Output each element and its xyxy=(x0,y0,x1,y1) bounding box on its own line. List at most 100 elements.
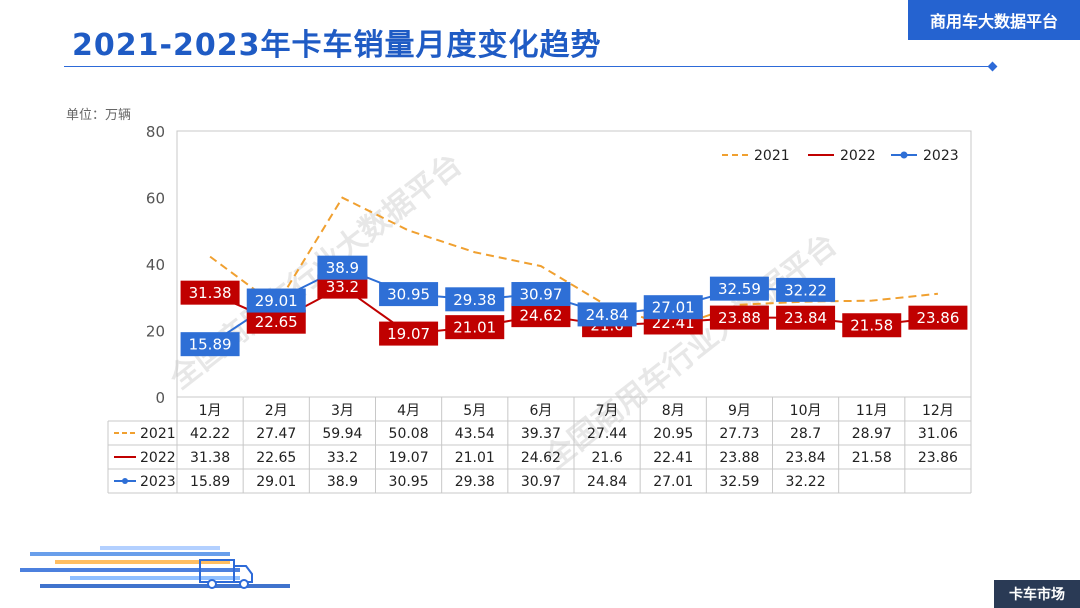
x-tick-label: 11月 xyxy=(856,403,888,419)
speed-line xyxy=(55,560,230,564)
data-label-box xyxy=(511,282,571,307)
data-label-box xyxy=(246,309,306,334)
data-label-box xyxy=(908,305,968,330)
data-label-box xyxy=(379,282,439,307)
table-cell: 24.84 xyxy=(587,474,627,490)
x-tick-label: 1月 xyxy=(199,403,222,419)
data-label-2022: 22.65 xyxy=(246,309,306,334)
data-table: 1月 2月 3月 4月 5月 6月 7月 8月 9月 10月 11月 12月 2021 42.22 27.4… xyxy=(107,396,972,494)
data-label-text: 30.97 xyxy=(519,286,562,304)
title-divider xyxy=(64,66,994,67)
data-label-text: 24.62 xyxy=(519,307,562,325)
data-label-2023: 32.59 xyxy=(709,276,769,301)
y-axis-ticks: 0 20 40 60 80 xyxy=(146,123,165,407)
data-label-text: 33.2 xyxy=(326,278,359,296)
data-label-text: 19.07 xyxy=(387,325,430,343)
watermark-text-0: 全国商用车行业大数据平台 xyxy=(163,147,469,397)
table-cell: 21.01 xyxy=(455,450,495,466)
x-tick-label: 2月 xyxy=(265,403,288,419)
data-label-2022: 31.38 xyxy=(180,280,240,305)
table-cell: 42.22 xyxy=(190,426,230,442)
data-label-box xyxy=(379,321,439,346)
speed-line xyxy=(40,584,290,588)
table-cell: 23.84 xyxy=(786,450,826,466)
x-tick-label: 8月 xyxy=(662,403,685,419)
data-label-2023: 24.84 xyxy=(577,302,637,327)
data-label-2023: 30.97 xyxy=(511,282,571,307)
brand-badge: 商用车大数据平台 xyxy=(908,0,1080,40)
table-cell: 21.58 xyxy=(852,450,892,466)
table-cell: 32.59 xyxy=(719,474,759,490)
y-tick-label: 40 xyxy=(146,256,165,274)
data-label-text: 38.9 xyxy=(326,259,359,277)
data-label-layer: 31.3822.6533.219.0721.0124.6221.622.4123… xyxy=(180,255,968,357)
data-label-2022: 23.86 xyxy=(908,305,968,330)
table-cell: 31.06 xyxy=(918,426,958,442)
series-line-2023 xyxy=(209,266,806,346)
data-label-box xyxy=(511,303,571,328)
table-cell: 50.08 xyxy=(389,426,429,442)
table-cell: 28.97 xyxy=(852,426,892,442)
table-cell: 33.2 xyxy=(327,450,358,466)
data-label-text: 21.01 xyxy=(453,319,496,337)
data-label-2023: 15.89 xyxy=(180,332,240,357)
speed-line xyxy=(100,546,220,550)
table-cell: 27.47 xyxy=(256,426,296,442)
data-label-2022: 24.62 xyxy=(511,303,571,328)
unit-label: 单位：万辆 xyxy=(66,108,132,123)
x-tick-label: 6月 xyxy=(529,403,552,419)
table-row-marker xyxy=(122,478,128,484)
data-label-text: 22.65 xyxy=(255,313,298,331)
x-tick-label: 3月 xyxy=(331,403,354,419)
table-cell: 20.95 xyxy=(653,426,693,442)
table-row: 2022 31.38 22.65 33.2 19.07 21.01 24.62 21.6 22.… xyxy=(114,450,958,466)
data-label-2022: 23.84 xyxy=(776,305,836,330)
data-label-text: 29.38 xyxy=(453,291,496,309)
data-label-box xyxy=(180,280,240,305)
table-cell: 23.88 xyxy=(719,450,759,466)
data-label-box xyxy=(317,255,368,280)
data-label-2022: 21.58 xyxy=(842,313,902,338)
data-label-text: 27.01 xyxy=(652,299,695,317)
data-label-text: 15.89 xyxy=(189,336,232,354)
data-label-text: 31.38 xyxy=(189,284,232,302)
x-tick-label: 12月 xyxy=(922,403,954,419)
data-label-text: 32.59 xyxy=(718,280,761,298)
x-tick-label: 7月 xyxy=(596,403,619,419)
table-cell: 28.7 xyxy=(790,426,821,442)
data-label-box xyxy=(709,276,769,301)
data-label-text: 30.95 xyxy=(387,286,430,304)
data-label-2023: 38.9 xyxy=(317,255,368,280)
data-label-text: 23.88 xyxy=(718,309,761,327)
data-label-2022: 19.07 xyxy=(379,321,439,346)
table-cell: 39.37 xyxy=(521,426,561,442)
x-tick-label: 5月 xyxy=(463,403,486,419)
data-label-text: 32.22 xyxy=(784,281,827,299)
legend-label-2021: 2021 xyxy=(754,148,790,164)
table-cell: 30.97 xyxy=(521,474,561,490)
table-cell: 30.95 xyxy=(389,474,429,490)
legend: 2021 2022 2023 xyxy=(722,148,959,164)
table-cell: 27.73 xyxy=(719,426,759,442)
x-tick-label: 10月 xyxy=(790,403,822,419)
table-cell: 43.54 xyxy=(455,426,495,442)
data-label-box xyxy=(246,288,306,313)
table-cell: 32.22 xyxy=(786,474,826,490)
table-cell: 19.07 xyxy=(389,450,429,466)
data-label-box xyxy=(643,295,703,320)
legend-label-2022: 2022 xyxy=(840,148,876,164)
data-label-box xyxy=(776,277,836,302)
table-cell: 23.86 xyxy=(918,450,958,466)
legend-label-2023: 2023 xyxy=(923,148,959,164)
data-label-box xyxy=(445,315,505,340)
data-label-text: 23.84 xyxy=(784,309,827,327)
data-label-2023: 30.95 xyxy=(379,282,439,307)
table-cell: 22.65 xyxy=(256,450,296,466)
table-cell: 38.9 xyxy=(327,474,358,490)
speed-line xyxy=(70,576,240,580)
table-cell: 59.94 xyxy=(322,426,362,442)
data-label-box xyxy=(180,332,240,357)
truck-illustration xyxy=(20,546,290,589)
table-cell: 27.01 xyxy=(653,474,693,490)
data-label-2023: 29.01 xyxy=(246,288,306,313)
